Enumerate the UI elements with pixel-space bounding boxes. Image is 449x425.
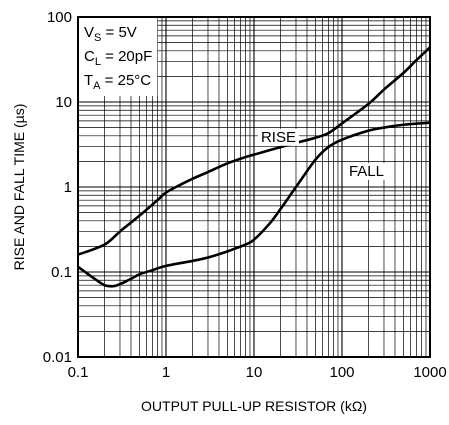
condition-line: CL = 20pF [84, 48, 152, 68]
fall-label: FALL [349, 163, 384, 180]
series-layer [77, 46, 431, 288]
annotation-background [345, 162, 387, 180]
series-fall-line [77, 121, 431, 288]
x-tick-label: 0.1 [68, 364, 89, 381]
condition-line: VS = 5V [84, 24, 137, 44]
y-tick-label: 1 [64, 179, 72, 196]
x-tick-label: 1000 [413, 364, 446, 381]
rise-label: RISE [261, 129, 296, 146]
x-tick-label: 10 [246, 364, 263, 381]
y-tick-label: 100 [47, 9, 72, 26]
conditions-box [79, 18, 158, 96]
annotation-background [257, 128, 299, 146]
x-tick-label: 100 [329, 364, 354, 381]
plot-frame [77, 16, 431, 358]
series-rise-line [77, 46, 431, 256]
condition-line: TA = 25°C [84, 72, 151, 92]
y-tick-labels: 0.01 0.1 1 10 100 [43, 9, 72, 366]
test-conditions: VS = 5V CL = 20pF TA = 25°C [84, 24, 152, 92]
y-tick-label: 0.01 [43, 349, 72, 366]
x-tick-labels: 0.1 1 10 100 1000 [68, 364, 447, 381]
x-tick-label: 1 [162, 364, 170, 381]
y-axis-label: RISE AND FALL TIME (µs) [11, 104, 27, 271]
y-tick-label: 10 [55, 94, 72, 111]
x-axis-label: OUTPUT PULL-UP RESISTOR (kΩ) [141, 398, 367, 414]
y-tick-label: 0.1 [51, 264, 72, 281]
